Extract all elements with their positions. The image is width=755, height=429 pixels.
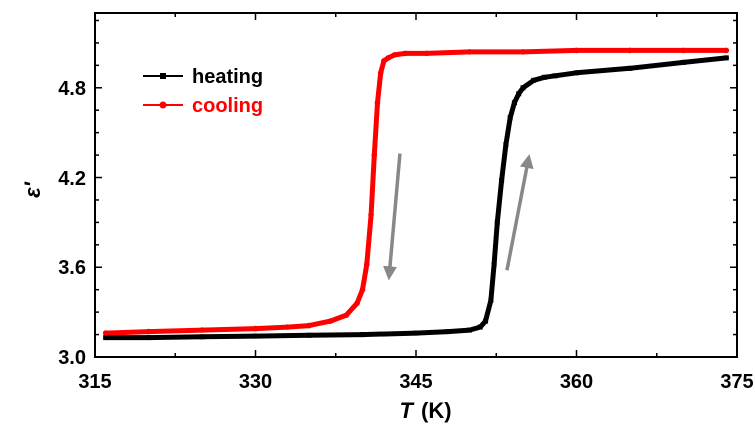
series-cooling-point	[466, 49, 473, 55]
series-cooling-point	[359, 286, 366, 293]
series-cooling-point	[680, 47, 687, 54]
x-tick-label: 375	[720, 371, 753, 393]
annotation-arrows	[383, 153, 534, 281]
series-cooling-point	[284, 324, 291, 330]
x-tick-label: 345	[399, 371, 432, 393]
legend-heating-label: heating	[192, 66, 263, 88]
series-heating-point	[199, 334, 205, 340]
x-tick-label: 330	[239, 371, 272, 393]
series-heating-point	[516, 91, 522, 97]
series-heating-point	[541, 74, 547, 80]
series-cooling-point	[354, 300, 360, 306]
y-axis-title: ε'	[20, 181, 45, 198]
series-cooling-point	[385, 55, 391, 61]
arrow-up	[505, 154, 534, 271]
series-heating-point	[499, 178, 505, 184]
series-cooling-point	[199, 327, 205, 333]
series-heating-point	[723, 55, 729, 61]
series-cooling-point	[381, 58, 387, 64]
x-tick-label: 360	[560, 371, 593, 393]
legend-cooling-label: cooling	[192, 95, 263, 117]
series-cooling-point	[368, 212, 374, 218]
series-heating-point	[681, 59, 686, 65]
series-heating-point	[574, 70, 579, 76]
series-cooling-point	[402, 50, 409, 57]
series-heating-point	[491, 261, 497, 267]
x-axis-unit: (K)	[421, 398, 452, 423]
series-layer	[102, 47, 730, 341]
y-tick-label: 3.6	[58, 257, 86, 279]
series-heating-point	[494, 219, 500, 225]
series-cooling-point	[377, 70, 384, 76]
series-heating-point	[467, 327, 472, 333]
series-heating-point	[477, 324, 483, 330]
series-cooling-point	[102, 330, 109, 336]
series-heating-point	[507, 115, 513, 121]
series-heating-point	[503, 142, 509, 148]
series-cooling-point	[423, 50, 430, 57]
legend-cooling-marker	[159, 101, 167, 109]
series-cooling-point	[573, 47, 580, 54]
legend-heating-marker	[160, 73, 166, 79]
axis-ticks	[94, 13, 738, 358]
series-heating-point	[531, 77, 537, 83]
series-cooling-point	[363, 261, 370, 268]
series-heating-point	[413, 330, 419, 336]
y-tick-label: 3.0	[58, 347, 86, 369]
series-cooling-point	[343, 312, 350, 318]
series-cooling-point	[306, 322, 312, 329]
series-heating-point	[360, 332, 365, 338]
series-heating-point	[306, 332, 312, 338]
plot-frame	[94, 12, 738, 358]
arrow-down	[383, 153, 402, 281]
series-heating-point	[146, 335, 151, 341]
series-heating-point	[552, 73, 558, 79]
series-cooling-point	[371, 152, 378, 158]
series-cooling-point	[391, 52, 398, 58]
series-heating-point	[483, 318, 489, 324]
y-tick-label: 4.2	[58, 168, 86, 190]
series-cooling-point	[327, 318, 334, 324]
series-heating-point	[627, 65, 633, 71]
series-heating-point	[445, 329, 451, 335]
x-tick-label: 315	[78, 371, 111, 393]
x-axis-title: T	[400, 398, 415, 423]
series-cooling-point	[145, 328, 152, 335]
series-heating-point	[520, 85, 526, 91]
series-heating-point	[511, 100, 517, 106]
series-cooling-line	[103, 47, 729, 336]
series-cooling-point	[627, 47, 633, 54]
legend: heating cooling	[143, 66, 263, 117]
series-cooling-point	[520, 49, 526, 55]
series-cooling-point	[252, 325, 259, 332]
series-heating-point	[103, 335, 109, 341]
series-heating-point	[488, 297, 494, 303]
series-cooling-point	[723, 47, 730, 54]
series-cooling-point	[374, 99, 381, 106]
series-heating-point	[253, 333, 258, 339]
y-tick-label: 4.8	[58, 78, 86, 100]
